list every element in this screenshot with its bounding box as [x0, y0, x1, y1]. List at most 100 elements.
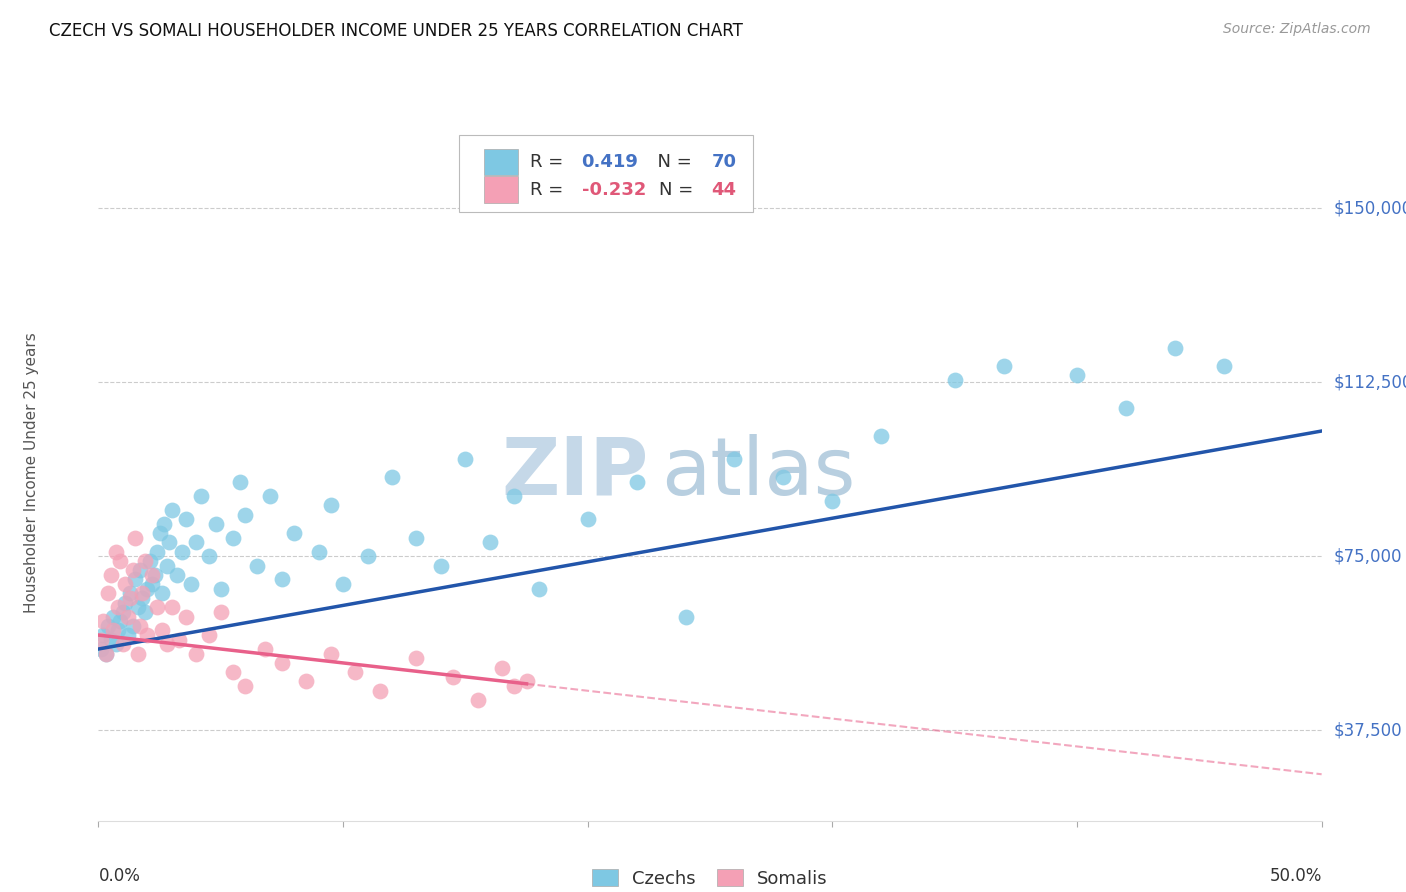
Point [129, 619, 152, 633]
Point [139, 554, 162, 568]
Point [723, 451, 745, 466]
Point [870, 428, 893, 442]
Text: R =: R = [530, 153, 569, 170]
Point [356, 549, 378, 564]
Point [100, 632, 122, 647]
Text: CZECH VS SOMALI HOUSEHOLDER INCOME UNDER 25 YEARS CORRELATION CHART: CZECH VS SOMALI HOUSEHOLDER INCOME UNDER… [49, 22, 744, 40]
Point [1066, 368, 1088, 383]
Point [308, 544, 330, 558]
Point [491, 660, 513, 674]
Point [259, 489, 281, 503]
Point [503, 489, 526, 503]
Point [94, 647, 117, 661]
Point [120, 591, 142, 605]
Point [141, 567, 163, 582]
Point [146, 600, 169, 615]
Point [319, 498, 342, 512]
Point [283, 526, 305, 541]
Text: R =: R = [530, 180, 569, 199]
Point [197, 628, 219, 642]
Point [141, 577, 163, 591]
Point [186, 647, 208, 661]
Point [124, 573, 146, 587]
Legend: Czechs, Somalis: Czechs, Somalis [585, 862, 835, 892]
Point [136, 582, 159, 596]
FancyBboxPatch shape [484, 149, 517, 175]
Point [229, 475, 252, 489]
Point [136, 628, 159, 642]
Point [97, 619, 120, 633]
Point [222, 531, 245, 545]
Point [160, 503, 183, 517]
Point [576, 512, 599, 526]
Point [110, 554, 132, 568]
Point [467, 693, 489, 707]
Text: N =: N = [647, 153, 697, 170]
Text: 50.0%: 50.0% [1270, 867, 1322, 885]
Text: -0.232: -0.232 [582, 180, 645, 199]
Point [478, 535, 501, 549]
Point [405, 531, 427, 545]
Point [1212, 359, 1234, 373]
Text: ZIP: ZIP [502, 434, 648, 512]
Text: atlas: atlas [661, 434, 855, 512]
Point [381, 470, 404, 484]
Point [90, 642, 112, 657]
Point [319, 647, 342, 661]
Point [100, 567, 122, 582]
Text: 44: 44 [711, 180, 737, 199]
Point [97, 586, 120, 600]
Text: $150,000: $150,000 [1334, 200, 1406, 218]
Text: $37,500: $37,500 [1334, 722, 1403, 739]
Point [156, 637, 179, 651]
Point [332, 577, 354, 591]
Point [146, 544, 169, 558]
Point [368, 683, 391, 698]
Point [253, 642, 276, 657]
Point [101, 609, 124, 624]
Point [344, 665, 367, 680]
Point [1164, 341, 1187, 355]
Text: 0.419: 0.419 [582, 153, 638, 170]
Point [114, 577, 136, 591]
Text: $75,000: $75,000 [1334, 548, 1402, 566]
Point [675, 609, 697, 624]
Point [134, 605, 156, 619]
Point [129, 563, 152, 577]
Point [150, 586, 173, 600]
Point [117, 628, 139, 642]
FancyBboxPatch shape [460, 136, 752, 212]
Point [527, 582, 550, 596]
Text: Householder Income Under 25 years: Householder Income Under 25 years [24, 333, 38, 613]
Point [124, 531, 146, 545]
Point [993, 359, 1015, 373]
Point [114, 596, 136, 610]
Point [104, 544, 127, 558]
Point [91, 614, 114, 628]
Point [121, 563, 143, 577]
Point [222, 665, 245, 680]
Point [441, 670, 464, 684]
Point [190, 489, 212, 503]
Point [515, 674, 537, 689]
Point [120, 586, 142, 600]
Point [821, 493, 844, 508]
Point [1115, 401, 1137, 415]
Point [205, 516, 228, 531]
Text: $112,500: $112,500 [1334, 374, 1406, 392]
Point [104, 637, 127, 651]
Point [149, 526, 172, 541]
Point [772, 470, 794, 484]
Point [176, 609, 198, 624]
Point [131, 586, 153, 600]
Point [157, 535, 180, 549]
Point [186, 535, 208, 549]
Point [454, 451, 477, 466]
Point [180, 577, 202, 591]
Point [111, 605, 134, 619]
Point [209, 582, 232, 596]
Point [246, 558, 269, 573]
Point [503, 679, 526, 693]
Point [101, 624, 124, 638]
Point [110, 614, 132, 628]
